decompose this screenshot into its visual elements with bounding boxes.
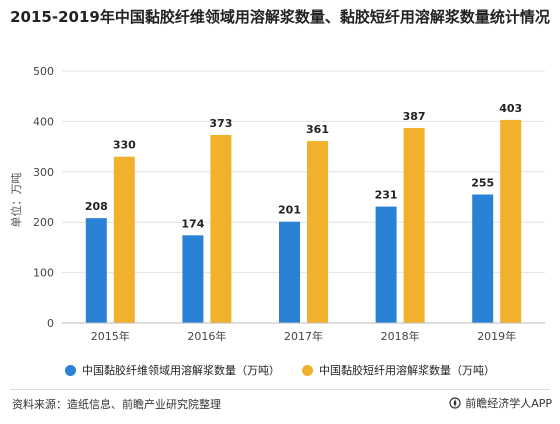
legend-item-viscose-staple: 中国黏胶短纤用溶解浆数量（万吨）	[302, 362, 495, 378]
legend-item-viscose-fiber: 中国黏胶纤维领域用溶解浆数量（万吨）	[65, 362, 280, 378]
legend-swatch-orange	[302, 364, 313, 376]
bar-viscose-fiber	[182, 235, 204, 323]
x-tick-label: 2018年	[381, 329, 420, 343]
bar-viscose-staple	[113, 156, 135, 323]
x-tick-label: 2015年	[91, 329, 130, 343]
x-tick-label: 2016年	[187, 329, 226, 343]
bars	[85, 119, 522, 324]
x-tick-label: 2017年	[284, 329, 323, 343]
data-label: 255	[471, 176, 494, 189]
data-label: 201	[278, 204, 301, 217]
footer-divider	[10, 389, 550, 390]
data-label: 208	[85, 200, 108, 213]
legend-label-viscose-fiber: 中国黏胶纤维领域用溶解浆数量（万吨）	[82, 364, 280, 377]
bar-viscose-fiber	[375, 206, 397, 323]
data-label: 373	[209, 117, 232, 130]
chart-title: 2015-2019年中国黏胶纤维领域用溶解浆数量、黏胶短纤用溶解浆数量统计情况	[10, 8, 550, 26]
data-labels: 208 330 174 373 201 361 231 387 255 403	[85, 102, 522, 230]
y-tick-label: 100	[33, 267, 54, 280]
bar-viscose-staple	[210, 135, 232, 323]
source-note: 资料来源：造纸信息、前瞻产业研究院整理	[12, 398, 221, 411]
y-tick-label: 500	[33, 65, 54, 78]
bar-viscose-fiber	[279, 221, 300, 323]
data-label: 361	[306, 123, 329, 136]
bar-viscose-fiber	[472, 194, 494, 323]
brand-mark: 前瞻经济学人APP	[449, 395, 552, 411]
data-label: 231	[375, 189, 398, 202]
data-label: 174	[181, 217, 204, 230]
bar-viscose-staple	[307, 141, 328, 323]
bar-viscose-fiber	[85, 218, 107, 323]
data-label: 403	[499, 102, 522, 115]
bar-viscose-staple	[403, 127, 425, 324]
legend-swatch-blue	[65, 364, 76, 376]
bar-chart: 0 100 200 300 400 500 单位：万吨 208 330 174 373 201 36…	[9, 65, 545, 343]
y-axis-title: 单位：万吨	[9, 173, 23, 228]
y-tick-label: 300	[33, 166, 54, 179]
legend-label-viscose-staple: 中国黏胶短纤用溶解浆数量（万吨）	[319, 364, 495, 377]
legend: 中国黏胶纤维领域用溶解浆数量（万吨） 中国黏胶短纤用溶解浆数量（万吨）	[0, 358, 560, 382]
grid-lines	[62, 70, 545, 274]
x-tick-label: 2019年	[477, 329, 516, 343]
data-label: 387	[403, 110, 426, 123]
bar-viscose-staple	[500, 119, 522, 323]
data-label: 330	[113, 139, 136, 152]
brand-name: 前瞻经济学人APP	[465, 397, 552, 410]
y-tick-label: 400	[33, 115, 54, 128]
y-tick-label: 200	[33, 216, 54, 229]
compass-logo-icon	[449, 397, 461, 409]
y-tick-labels: 0 100 200 300 400 500	[33, 65, 54, 330]
x-tick-labels: 2015年 2016年 2017年 2018年 2019年	[91, 329, 516, 343]
y-tick-label: 0	[47, 317, 54, 330]
